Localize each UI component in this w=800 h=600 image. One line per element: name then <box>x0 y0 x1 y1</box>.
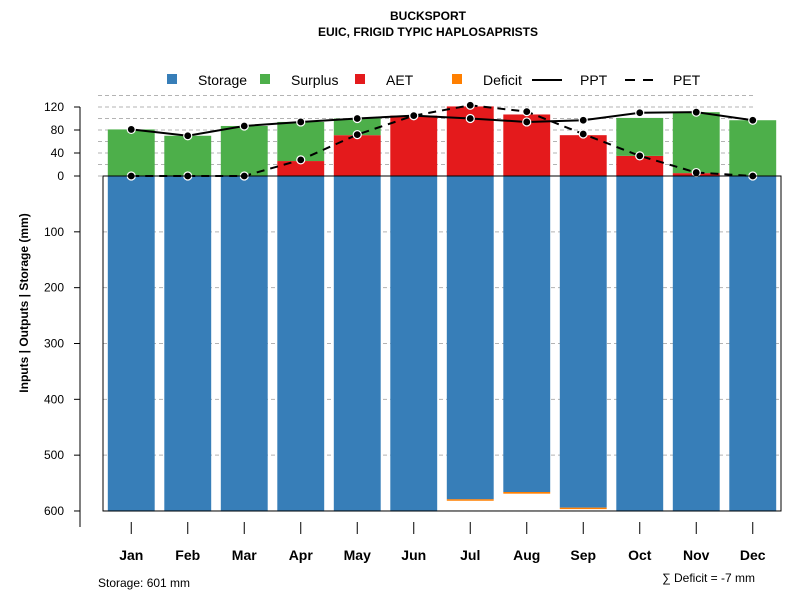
legend: Storage Surplus AET Deficit PPT PET <box>167 72 701 88</box>
legend-label: Storage <box>198 72 247 88</box>
storage-bar <box>164 176 212 512</box>
aet-bar <box>277 161 325 176</box>
ppt-point <box>352 113 362 124</box>
storage-bar <box>672 176 720 512</box>
ppt-point <box>578 115 588 125</box>
y-tick-label: 40 <box>51 146 65 160</box>
surplus-bar <box>616 117 664 156</box>
chart-subtitle: EUIC, FRIGID TYPIC HAPLOSAPRISTS <box>318 25 538 39</box>
storage-footnote: Storage: 601 mm <box>98 576 190 590</box>
x-tick-label: Nov <box>683 547 710 563</box>
deficit-bar <box>559 507 607 510</box>
pet-point <box>578 129 588 139</box>
storage-bar <box>333 176 381 512</box>
bars <box>107 106 777 512</box>
x-tick-label: Dec <box>740 547 766 563</box>
x-tick-label: Mar <box>232 547 257 563</box>
aet-bar <box>559 135 607 176</box>
surplus-bar <box>277 121 325 162</box>
pet-point <box>409 111 419 121</box>
storage-bar <box>446 176 494 500</box>
x-tick-label: Oct <box>628 547 652 563</box>
legend-swatch <box>167 74 177 84</box>
y-tick-label: 400 <box>44 392 64 406</box>
ppt-point <box>522 117 532 127</box>
pet-point <box>465 100 475 110</box>
aet-bar <box>616 155 664 176</box>
ppt-point <box>296 117 306 127</box>
storage-bar <box>616 176 664 512</box>
surplus-bar <box>164 135 212 176</box>
y-tick-label: 100 <box>44 225 64 239</box>
ppt-point <box>748 115 758 125</box>
surplus-bar <box>220 125 268 176</box>
storage-bar <box>390 176 438 512</box>
ppt-point <box>126 124 136 135</box>
surplus-bar <box>672 112 720 174</box>
legend-swatch <box>355 74 365 84</box>
pet-point <box>352 130 362 140</box>
pet-point <box>691 167 701 178</box>
pet-point <box>296 155 306 165</box>
chart-title: BUCKSPORT <box>390 9 467 23</box>
storage-bar <box>503 176 551 492</box>
x-tick-label: Sep <box>570 547 596 563</box>
legend-label: Deficit <box>483 72 522 88</box>
legend-swatch <box>260 74 270 84</box>
legend-label: PET <box>673 72 701 88</box>
aet-bar <box>390 115 438 176</box>
storage-bar <box>220 176 268 512</box>
storage-bar <box>107 176 155 512</box>
deficit-footnote: ∑ Deficit = -7 mm <box>662 571 755 585</box>
pet-point <box>522 106 532 117</box>
y-tick-label: 200 <box>44 281 64 295</box>
ppt-point <box>691 107 701 117</box>
x-tick-label: Apr <box>289 547 314 563</box>
legend-label: Surplus <box>291 72 338 88</box>
x-tick-label: Jun <box>401 547 426 563</box>
x-tick-label: Feb <box>175 547 200 563</box>
storage-bar <box>729 176 777 512</box>
ppt-point <box>239 121 249 131</box>
deficit-bar <box>446 499 494 501</box>
deficit-bar <box>503 491 551 494</box>
ppt-point <box>465 113 475 124</box>
x-tick-label: Jan <box>119 547 143 563</box>
axes: 0 40 80 120 100 200 300 400 500 600 Jan Feb Mar Apr Ma… <box>44 100 782 563</box>
storage-bar <box>277 176 325 512</box>
y-axis-label: Inputs | Outputs | Storage (mm) <box>17 213 31 392</box>
legend-swatch <box>452 74 462 84</box>
surplus-bar <box>729 120 777 176</box>
y-tick-label: 80 <box>51 123 65 137</box>
y-tick-label: 120 <box>44 100 64 114</box>
legend-label: PPT <box>580 72 608 88</box>
y-tick-label: 0 <box>57 169 64 183</box>
ppt-point <box>635 108 645 118</box>
y-tick-label: 600 <box>44 504 64 518</box>
y-tick-label: 500 <box>44 448 64 462</box>
ppt-point <box>183 131 193 141</box>
x-tick-label: May <box>344 547 371 563</box>
legend-label: AET <box>386 72 414 88</box>
storage-bar <box>559 176 607 508</box>
y-tick-label: 300 <box>44 336 64 350</box>
pet-point <box>635 151 645 161</box>
ppt-line <box>131 111 753 137</box>
x-tick-label: Aug <box>513 547 540 563</box>
x-tick-label: Jul <box>460 547 480 563</box>
surplus-bar <box>107 129 155 176</box>
